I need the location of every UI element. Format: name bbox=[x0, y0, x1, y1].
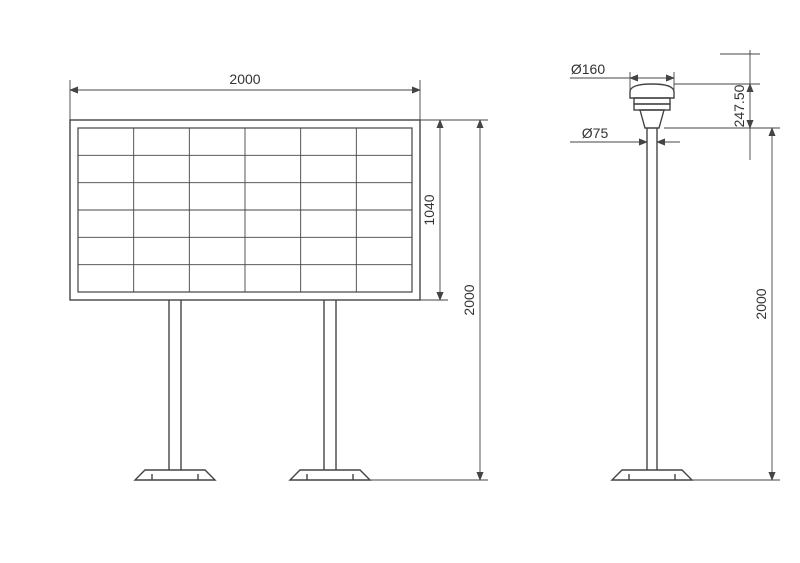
dim-panel-height-label: 1040 bbox=[421, 194, 437, 225]
dim-front-width-label: 2000 bbox=[229, 71, 260, 87]
front-leg-left bbox=[135, 300, 215, 480]
side-base bbox=[612, 470, 692, 480]
dim-head-height-label: 247.50 bbox=[731, 84, 747, 127]
side-view: Ø160 247.50 Ø75 2000 bbox=[570, 50, 780, 480]
dim-side-height-label: 2000 bbox=[753, 288, 769, 319]
dim-front-total-height-label: 2000 bbox=[461, 284, 477, 315]
dim-pole-diameter-label: Ø75 bbox=[582, 125, 609, 141]
side-head bbox=[630, 84, 674, 128]
technical-drawing: 2000 1040 2000 bbox=[0, 0, 800, 563]
side-pole bbox=[647, 128, 657, 470]
front-leg-right bbox=[290, 300, 370, 480]
front-view: 2000 1040 2000 bbox=[70, 71, 488, 480]
dim-head-diameter-label: Ø160 bbox=[571, 61, 605, 77]
panel-grid bbox=[78, 128, 412, 292]
